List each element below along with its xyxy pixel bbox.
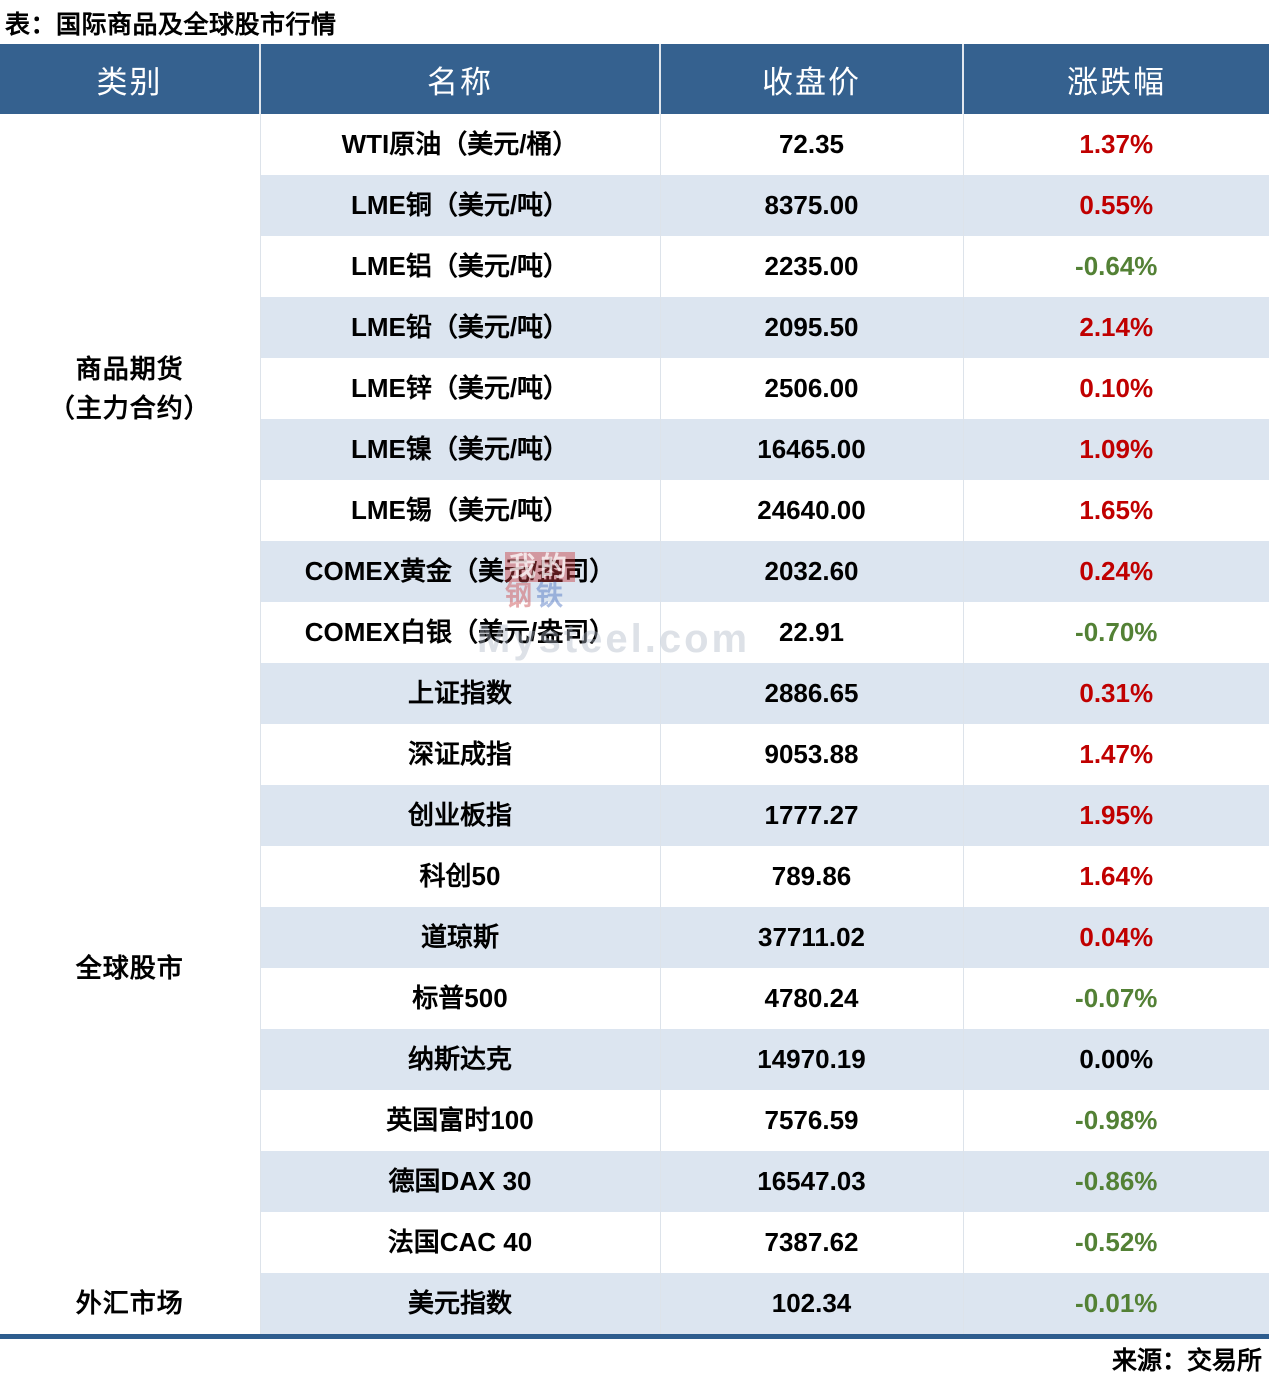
close-cell: 7387.62: [659, 1212, 963, 1273]
change-cell: 0.31%: [962, 663, 1269, 724]
close-cell: 2235.00: [659, 236, 963, 297]
name-cell: LME锌（美元/吨）: [259, 358, 660, 419]
table-row: 纳斯达克 14970.19 0.00%: [0, 1029, 1269, 1090]
change-cell: -0.01%: [962, 1273, 1269, 1337]
close-cell: 2506.00: [659, 358, 963, 419]
close-cell: 2095.50: [659, 297, 963, 358]
table-header: 类别 名称 收盘价 涨跌幅: [0, 44, 1269, 114]
name-cell: 纳斯达克: [259, 1029, 660, 1090]
column-header-category: 类别: [0, 44, 260, 114]
change-cell: 1.65%: [962, 480, 1269, 541]
close-cell: 9053.88: [659, 724, 963, 785]
name-cell: 科创50: [259, 846, 660, 907]
name-cell: 创业板指: [259, 785, 660, 846]
table-row: 全球股市 上证指数 2886.65 0.31%: [0, 663, 1269, 1273]
close-cell: 789.86: [659, 846, 963, 907]
change-cell: 0.24%: [962, 541, 1269, 602]
category-cell: 外汇市场: [0, 1273, 260, 1337]
close-cell: 16465.00: [659, 419, 963, 480]
change-cell: 2.14%: [962, 297, 1269, 358]
change-cell: 0.00%: [962, 1029, 1269, 1090]
name-cell: WTI原油（美元/桶）: [259, 114, 660, 175]
table-row: 德国DAX 30 16547.03 -0.86%: [0, 1151, 1269, 1212]
name-cell: LME铅（美元/吨）: [259, 297, 660, 358]
column-header-change: 涨跌幅: [962, 44, 1269, 114]
change-cell: 1.09%: [962, 419, 1269, 480]
table-row: COMEX白银（美元/盎司） 22.91 -0.70%: [0, 602, 1269, 663]
change-cell: -0.64%: [962, 236, 1269, 297]
category-cell: 商品期货 （主力合约）: [0, 114, 260, 663]
category-cell: 全球股市: [0, 663, 260, 1273]
change-cell: 1.95%: [962, 785, 1269, 846]
name-cell: 上证指数: [259, 663, 660, 724]
table-row: LME铅（美元/吨） 2095.50 2.14%: [0, 297, 1269, 358]
change-cell: 1.64%: [962, 846, 1269, 907]
close-cell: 22.91: [659, 602, 963, 663]
table-row: 英国富时100 7576.59 -0.98%: [0, 1090, 1269, 1151]
close-cell: 1777.27: [659, 785, 963, 846]
close-cell: 102.34: [659, 1273, 963, 1337]
close-cell: 4780.24: [659, 968, 963, 1029]
name-cell: LME镍（美元/吨）: [259, 419, 660, 480]
table-row: LME锡（美元/吨） 24640.00 1.65%: [0, 480, 1269, 541]
page-title: 表：国际商品及全球股市行情: [5, 11, 337, 39]
name-cell: 深证成指: [259, 724, 660, 785]
name-cell: 美元指数: [259, 1273, 660, 1337]
table-body: 商品期货 （主力合约） WTI原油（美元/桶） 72.35 1.37% LME铜（美元/…: [0, 114, 1269, 1337]
source-note: 来源：交易所: [1111, 1347, 1262, 1375]
name-cell: 标普500: [259, 968, 660, 1029]
name-cell: 道琼斯: [259, 907, 660, 968]
column-header-close: 收盘价: [659, 44, 963, 114]
table-row: 科创50 789.86 1.64%: [0, 846, 1269, 907]
close-cell: 7576.59: [659, 1090, 963, 1151]
name-cell: COMEX白银（美元/盎司）: [259, 602, 660, 663]
table-row: 标普500 4780.24 -0.07%: [0, 968, 1269, 1029]
change-cell: -0.52%: [962, 1212, 1269, 1273]
change-cell: 0.10%: [962, 358, 1269, 419]
table-row: LME铜（美元/吨） 8375.00 0.55%: [0, 175, 1269, 236]
name-cell: 德国DAX 30: [259, 1151, 660, 1212]
column-header-name: 名称: [259, 44, 660, 114]
table-row: 创业板指 1777.27 1.95%: [0, 785, 1269, 846]
header-row: 类别 名称 收盘价 涨跌幅: [0, 44, 1269, 114]
change-cell: 1.37%: [962, 114, 1269, 175]
change-cell: -0.86%: [962, 1151, 1269, 1212]
change-cell: -0.70%: [962, 602, 1269, 663]
change-cell: 0.55%: [962, 175, 1269, 236]
market-table: 类别 名称 收盘价 涨跌幅 商品期货 （主力合约） WTI原油（美元/桶） 72.3…: [0, 44, 1269, 1339]
name-cell: 英国富时100: [259, 1090, 660, 1151]
table-row: LME镍（美元/吨） 16465.00 1.09%: [0, 419, 1269, 480]
name-cell: LME铜（美元/吨）: [259, 175, 660, 236]
table-row: COMEX黄金（美元/盎司） 2032.60 0.24%: [0, 541, 1269, 602]
close-cell: 2886.65: [659, 663, 963, 724]
close-cell: 72.35: [659, 114, 963, 175]
change-cell: -0.98%: [962, 1090, 1269, 1151]
table-row: 道琼斯 37711.02 0.04%: [0, 907, 1269, 968]
change-cell: 1.47%: [962, 724, 1269, 785]
close-cell: 8375.00: [659, 175, 963, 236]
close-cell: 24640.00: [659, 480, 963, 541]
table-row: 商品期货 （主力合约） WTI原油（美元/桶） 72.35 1.37%: [0, 114, 1269, 663]
close-cell: 14970.19: [659, 1029, 963, 1090]
change-cell: -0.07%: [962, 968, 1269, 1029]
table-row: 外汇市场 美元指数 102.34 -0.01%: [0, 1273, 1269, 1337]
table-row: 法国CAC 40 7387.62 -0.52%: [0, 1212, 1269, 1273]
table-row: LME锌（美元/吨） 2506.00 0.10%: [0, 358, 1269, 419]
close-cell: 16547.03: [659, 1151, 963, 1212]
name-cell: LME锡（美元/吨）: [259, 480, 660, 541]
table-row: LME铝（美元/吨） 2235.00 -0.64%: [0, 236, 1269, 297]
close-cell: 2032.60: [659, 541, 963, 602]
close-cell: 37711.02: [659, 907, 963, 968]
name-cell: COMEX黄金（美元/盎司）: [259, 541, 660, 602]
change-cell: 0.04%: [962, 907, 1269, 968]
name-cell: LME铝（美元/吨）: [259, 236, 660, 297]
table-row: 深证成指 9053.88 1.47%: [0, 724, 1269, 785]
name-cell: 法国CAC 40: [259, 1212, 660, 1273]
